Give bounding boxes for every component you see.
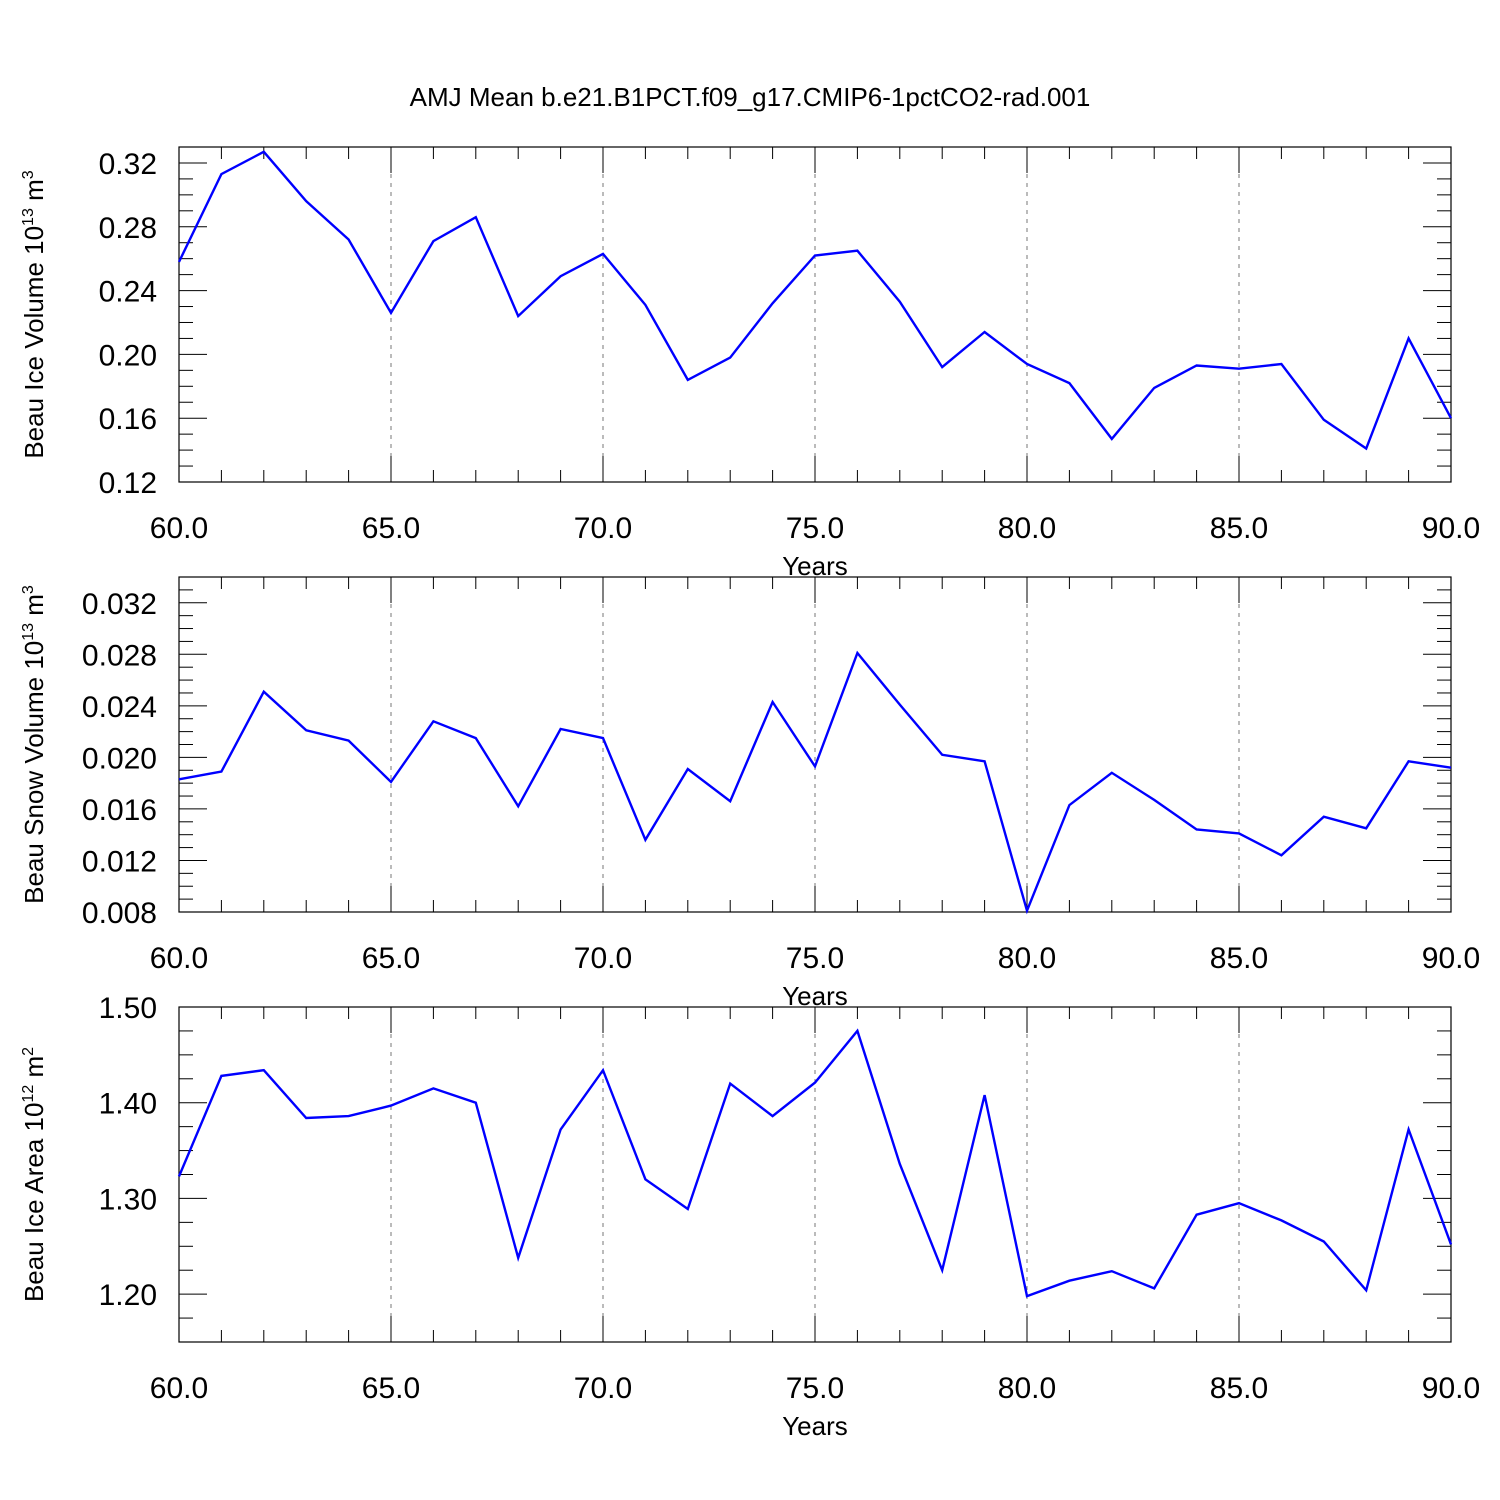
y-tick-label: 0.12 bbox=[99, 467, 157, 500]
x-tick-label: 75.0 bbox=[786, 1372, 844, 1405]
y-axis-label: Beau Snow Volume 1013 m3 bbox=[19, 585, 49, 904]
x-axis-label: Years bbox=[782, 551, 848, 581]
series-line bbox=[177, 1028, 1453, 1298]
y-tick-label: 0.28 bbox=[99, 212, 157, 245]
x-tick-label: 70.0 bbox=[574, 1372, 632, 1405]
x-axis-label: Years bbox=[782, 981, 848, 1011]
x-tick-label: 90.0 bbox=[1422, 512, 1480, 545]
y-axis-label: Beau Ice Area 1012 m2 bbox=[19, 1047, 49, 1302]
y-tick-label: 1.30 bbox=[99, 1183, 157, 1216]
series-line bbox=[178, 650, 1452, 915]
plot-frame bbox=[178, 1006, 1452, 1343]
y-tick-label: 0.20 bbox=[99, 339, 157, 372]
panel-1: 0.12 0.16 0.20 0.24 0.28 0.32 60.0 65.0 70.0 75.0… bbox=[19, 146, 1480, 581]
x-tick-label: 70.0 bbox=[574, 942, 632, 975]
y-tick-label: 0.024 bbox=[82, 691, 157, 724]
x-axis-label: Years bbox=[782, 1411, 848, 1441]
y-tick-label: 0.016 bbox=[82, 794, 157, 827]
x-tick-label: 60.0 bbox=[150, 942, 208, 975]
page-title: AMJ Mean b.e21.B1PCT.f09_g17.CMIP6-1pctC… bbox=[409, 82, 1091, 112]
x-tick-label: 80.0 bbox=[998, 1372, 1056, 1405]
x-tick-label: 60.0 bbox=[150, 512, 208, 545]
y-axis-label: Beau Ice Volume 1013 m3 bbox=[19, 170, 49, 458]
y-tick-label: 0.012 bbox=[82, 845, 157, 878]
x-tick-label: 65.0 bbox=[362, 1372, 420, 1405]
x-tick-label: 90.0 bbox=[1422, 942, 1480, 975]
x-tick-label: 75.0 bbox=[786, 512, 844, 545]
plot-frame bbox=[178, 576, 1452, 913]
panel-2: 0.008 0.012 0.016 0.020 0.024 0.028 0.032 60.0 6… bbox=[19, 576, 1480, 1011]
y-tick-label: 0.020 bbox=[82, 742, 157, 775]
y-tick-label: 1.40 bbox=[99, 1088, 157, 1121]
x-tick-label: 90.0 bbox=[1422, 1372, 1480, 1405]
x-tick-label: 65.0 bbox=[362, 512, 420, 545]
series-line bbox=[177, 150, 1453, 451]
y-tick-label: 0.008 bbox=[82, 897, 157, 930]
y-tick-label: 0.24 bbox=[99, 276, 157, 309]
x-tick-label: 85.0 bbox=[1210, 1372, 1268, 1405]
y-tick-label: 0.32 bbox=[99, 148, 157, 181]
x-tick-label: 70.0 bbox=[574, 512, 632, 545]
x-tick-label: 75.0 bbox=[786, 942, 844, 975]
x-tick-label: 80.0 bbox=[998, 512, 1056, 545]
panel-3: 1.20 1.30 1.40 1.50 60.0 65.0 70.0 75.0 80.0 85.0… bbox=[19, 992, 1480, 1441]
x-tick-label: 65.0 bbox=[362, 942, 420, 975]
y-tick-label: 0.16 bbox=[99, 403, 157, 436]
plot-frame bbox=[178, 146, 1452, 483]
x-tick-label: 85.0 bbox=[1210, 512, 1268, 545]
y-tick-label: 0.032 bbox=[82, 588, 157, 621]
y-tick-label: 0.028 bbox=[82, 639, 157, 672]
y-tick-label: 1.20 bbox=[99, 1279, 157, 1312]
x-tick-label: 80.0 bbox=[998, 942, 1056, 975]
x-tick-label: 60.0 bbox=[150, 1372, 208, 1405]
y-tick-label: 1.50 bbox=[99, 992, 157, 1025]
x-tick-label: 85.0 bbox=[1210, 942, 1268, 975]
